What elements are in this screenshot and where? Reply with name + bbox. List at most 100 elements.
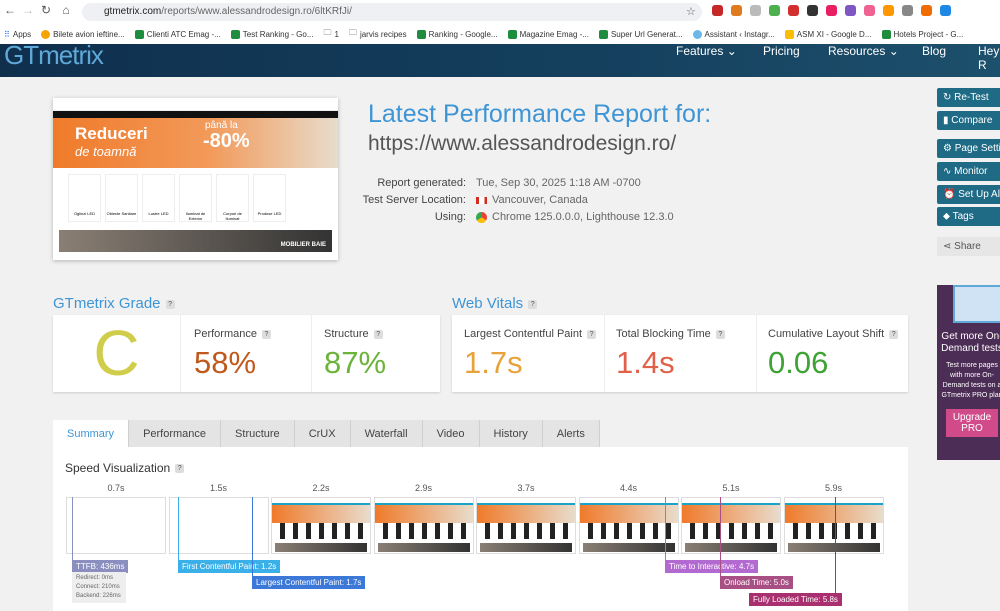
- help-icon[interactable]: ?: [373, 329, 383, 339]
- extension-icon[interactable]: [750, 5, 761, 16]
- category-tile: Corpuri de Iluminat: [216, 174, 249, 222]
- sheets-icon: [134, 29, 144, 39]
- help-icon[interactable]: ?: [889, 329, 899, 339]
- extension-icon[interactable]: [921, 5, 932, 16]
- filmstrip-frame[interactable]: [476, 497, 576, 554]
- speed-visualization-heading: Speed Visualization?: [65, 461, 185, 475]
- bookmark[interactable]: Magazine Emag -...: [507, 29, 589, 39]
- nav-blog[interactable]: Blog: [922, 44, 947, 58]
- extension-icon[interactable]: [788, 5, 799, 16]
- share-button[interactable]: ⋖ Share: [937, 237, 1000, 256]
- category-tile: Oglinzi LED: [68, 174, 101, 222]
- extension-icon[interactable]: [712, 5, 723, 16]
- help-icon[interactable]: ?: [528, 299, 538, 309]
- ttfb-line: [72, 497, 73, 561]
- star-icon[interactable]: ☆: [686, 6, 696, 18]
- cls-label: Cumulative Layout Shift?: [768, 328, 899, 340]
- filmstrip-frame[interactable]: [578, 497, 679, 554]
- tab-alerts[interactable]: Alerts: [542, 420, 600, 448]
- bookmark[interactable]: Clienti ATC Emag -...: [134, 29, 221, 39]
- help-icon[interactable]: ?: [175, 464, 185, 474]
- upgrade-button[interactable]: Upgrade PRO: [946, 409, 998, 437]
- bookmark[interactable]: Hotels Project - G...: [881, 29, 964, 39]
- back-icon[interactable]: ←: [4, 3, 16, 17]
- tags-button[interactable]: ⬥ Tags: [937, 207, 1000, 226]
- extension-icon[interactable]: [826, 5, 837, 16]
- site-header: GTmetrix Features ⌄ Pricing Resources ⌄ …: [0, 40, 1000, 77]
- chrome-icon: [476, 212, 487, 223]
- backend-time: Backend: 226ms: [76, 593, 121, 599]
- bookmark[interactable]: Ranking - Google...: [416, 29, 498, 39]
- extension-icon[interactable]: [807, 5, 818, 16]
- tab-waterfall[interactable]: Waterfall: [350, 420, 423, 448]
- help-icon[interactable]: ?: [587, 329, 597, 339]
- share-label: Share: [954, 241, 981, 252]
- retest-button[interactable]: ↻ Re-Test: [937, 88, 1000, 107]
- drive-icon: [784, 29, 794, 39]
- tab-video[interactable]: Video: [422, 420, 480, 448]
- forward-icon[interactable]: →: [22, 3, 34, 17]
- setup-alerts-button[interactable]: ⏰ Set Up Alerts: [937, 185, 1000, 204]
- tab-history[interactable]: History: [479, 420, 543, 448]
- bookmark[interactable]: Bilete avion ieftine...: [41, 29, 125, 39]
- tab-crux[interactable]: CrUX: [294, 420, 351, 448]
- extension-icon[interactable]: [864, 5, 875, 16]
- extension-icon[interactable]: [731, 5, 742, 16]
- filmstrip-frame[interactable]: [373, 497, 474, 554]
- page-settings-button[interactable]: ⚙ Page Settings: [937, 139, 1000, 158]
- extension-icon[interactable]: [845, 5, 856, 16]
- home-icon[interactable]: ⌂: [62, 3, 70, 17]
- bookmark-label: 1: [334, 29, 339, 39]
- filmstrip-frame[interactable]: [168, 497, 269, 554]
- bookmark[interactable]: Test Ranking - Go...: [230, 29, 314, 39]
- promo-title: Get more On-Demand tests: [941, 331, 1000, 354]
- help-icon[interactable]: ?: [715, 329, 725, 339]
- extensions-bar: [712, 5, 951, 16]
- reload-icon[interactable]: ↻: [40, 3, 52, 17]
- share-icon: ⋖: [943, 241, 955, 252]
- promo-text: Test more pages with more On-Demand test…: [941, 362, 1000, 399]
- cls-value: 0.06: [768, 345, 829, 380]
- structure-label-text: Structure: [324, 328, 369, 340]
- lcp-label-text: Largest Contentful Paint: [464, 328, 583, 340]
- tbt-label: Total Blocking Time?: [616, 328, 725, 340]
- tab-structure[interactable]: Structure: [221, 420, 295, 448]
- bookmark[interactable]: Super Url Generat...: [598, 29, 683, 39]
- bookmark-label: jarvis recipes: [359, 29, 407, 39]
- tab-summary[interactable]: Summary: [53, 420, 130, 448]
- bookmark-folder[interactable]: 🗀 jarvis recipes: [349, 27, 407, 41]
- address-bar[interactable]: gtmetrix.com/reports/www.alessandrodesig…: [82, 3, 702, 21]
- bookmark-apps[interactable]: ⠿ Apps: [4, 30, 31, 39]
- frame-timestamp: 5.9s: [824, 483, 842, 493]
- report-url[interactable]: https://www.alessandrodesign.ro/: [368, 132, 677, 155]
- ttfb-marker: TTFB: 436ms: [72, 560, 129, 573]
- extension-icon[interactable]: [940, 5, 951, 16]
- tab-performance[interactable]: Performance: [129, 420, 222, 448]
- filmstrip-frame[interactable]: [783, 497, 884, 554]
- filmstrip-frame[interactable]: [66, 497, 166, 554]
- bookmark[interactable]: ASM XI - Google D...: [784, 29, 872, 39]
- filmstrip-frame[interactable]: [681, 497, 781, 554]
- help-icon[interactable]: ?: [261, 329, 271, 339]
- gtmetrix-logo[interactable]: GTmetrix: [4, 40, 104, 70]
- help-icon[interactable]: ?: [165, 299, 175, 309]
- nav-resources[interactable]: Resources ⌄: [828, 44, 899, 58]
- nav-user[interactable]: Hey R: [978, 44, 1000, 72]
- monitor-button[interactable]: ∿ Monitor: [937, 162, 1000, 181]
- web-vitals-card: Largest Contentful Paint? 1.7s Total Blo…: [452, 315, 908, 392]
- report-generated-value: Tue, Sep 30, 2025 1:18 AM -0700: [476, 177, 641, 189]
- footer-banner: MOBILIER BAIE: [59, 230, 332, 252]
- bookmark-label: Apps: [12, 29, 32, 39]
- extension-icon[interactable]: [769, 5, 780, 16]
- nav-pricing[interactable]: Pricing: [763, 44, 800, 58]
- nav-features[interactable]: Features ⌄: [676, 44, 737, 58]
- filmstrip-frame[interactable]: [271, 497, 371, 554]
- frame-timestamp: 5.1s: [722, 483, 740, 493]
- bookmark-folder[interactable]: 🗀 1: [324, 27, 339, 41]
- extension-icon[interactable]: [902, 5, 913, 16]
- extension-icon[interactable]: [883, 5, 894, 16]
- bookmark[interactable]: Assistant ‹ Instagr...: [692, 29, 775, 39]
- compare-button[interactable]: ▮ Compare: [937, 111, 1000, 130]
- bookmark-label: Hotels Project - G...: [893, 29, 964, 39]
- lcp-label: Largest Contentful Paint?: [464, 328, 597, 340]
